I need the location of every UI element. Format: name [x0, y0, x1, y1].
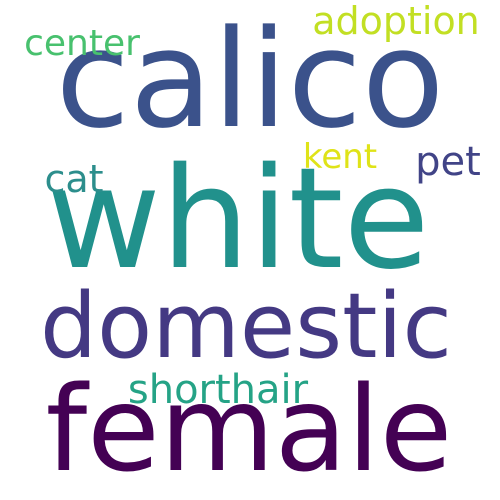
word-female: female	[45, 360, 453, 498]
word-pet: pet	[415, 139, 481, 185]
word-kent: kent	[302, 137, 378, 177]
word-white: white	[46, 138, 430, 301]
word-adoption: adoption	[312, 0, 480, 43]
word-calico: calico	[55, 1, 445, 158]
word-domestic: domestic	[40, 274, 452, 379]
word-cat: cat	[44, 157, 104, 201]
word-shorthair: shorthair	[127, 367, 309, 413]
word-center: center	[24, 23, 140, 64]
